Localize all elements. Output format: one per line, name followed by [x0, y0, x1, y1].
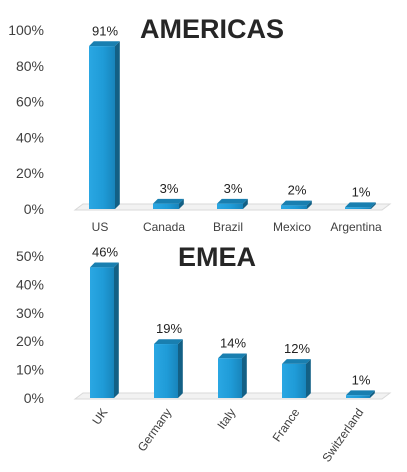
y-tick-label: 40% — [16, 276, 44, 292]
y-tick-label: 50% — [16, 248, 44, 264]
bar-mexico — [281, 200, 312, 209]
y-tick-label: 0% — [24, 201, 44, 217]
value-label: 1% — [352, 372, 371, 387]
americas-bars — [73, 41, 392, 211]
americas-chart: AMERICAS 0%20%40%60%80%100% 91%3% 3% 2% 1% … — [8, 14, 392, 234]
category-label: Switzerland — [319, 406, 366, 465]
americas-value-labels: 91% 3% 3% 2% 1% — [92, 23, 371, 199]
value-label: 1% — [352, 184, 371, 199]
value-label: 14% — [220, 335, 246, 350]
bar-uk — [90, 262, 119, 398]
bar-brazil — [217, 198, 248, 209]
bar-france — [282, 359, 311, 398]
y-tick-label: 80% — [16, 58, 44, 74]
emea-bars — [73, 262, 392, 400]
value-label: 2% — [288, 183, 307, 198]
category-label: Germany — [135, 406, 175, 454]
americas-category-labels: US Canada Brazil Mexico Argentina — [92, 220, 382, 234]
category-label: Mexico — [273, 220, 311, 234]
bar-switzerland — [346, 390, 375, 398]
y-tick-label: 20% — [16, 165, 44, 181]
bar-italy — [218, 353, 247, 398]
y-tick-label: 20% — [16, 333, 44, 349]
value-label: 91% — [92, 23, 118, 38]
category-label: Brazil — [213, 220, 243, 234]
americas-chart-title: AMERICAS — [140, 14, 284, 44]
category-label: US — [92, 220, 109, 234]
category-label: Argentina — [330, 220, 382, 234]
y-tick-label: 100% — [8, 22, 44, 38]
emea-category-labels: UK Germany Italy France Switzerland — [89, 405, 366, 464]
y-tick-label: 30% — [16, 305, 44, 321]
bar-argentina — [345, 202, 376, 209]
category-label: Italy — [214, 406, 238, 432]
category-label: France — [270, 405, 303, 444]
y-tick-label: 10% — [16, 362, 44, 378]
emea-chart: EMEA 0% 10% 20% 30% 40% 50% 46% 19% 14% 12% 1% UK… — [16, 242, 392, 465]
category-label: UK — [89, 406, 110, 428]
y-tick-label: 60% — [16, 94, 44, 110]
y-tick-label: 40% — [16, 129, 44, 145]
value-label: 12% — [284, 341, 310, 356]
value-label: 3% — [160, 181, 179, 196]
bar-germany — [154, 339, 183, 398]
americas-y-axis: 0% 20% 40% 60% 80% 100% — [8, 22, 44, 217]
bar-canada — [153, 198, 184, 209]
value-label: 46% — [92, 245, 118, 260]
category-label: Canada — [143, 220, 185, 234]
value-label: 3% — [224, 181, 243, 196]
emea-y-axis: 0% 10% 20% 30% 40% 50% — [16, 248, 44, 406]
value-label: 19% — [156, 321, 182, 336]
bar-us — [89, 41, 120, 210]
emea-value-labels: 46% 19% 14% 12% 1% — [92, 245, 371, 388]
emea-chart-title: EMEA — [178, 242, 256, 272]
y-tick-label: 0% — [24, 390, 44, 406]
